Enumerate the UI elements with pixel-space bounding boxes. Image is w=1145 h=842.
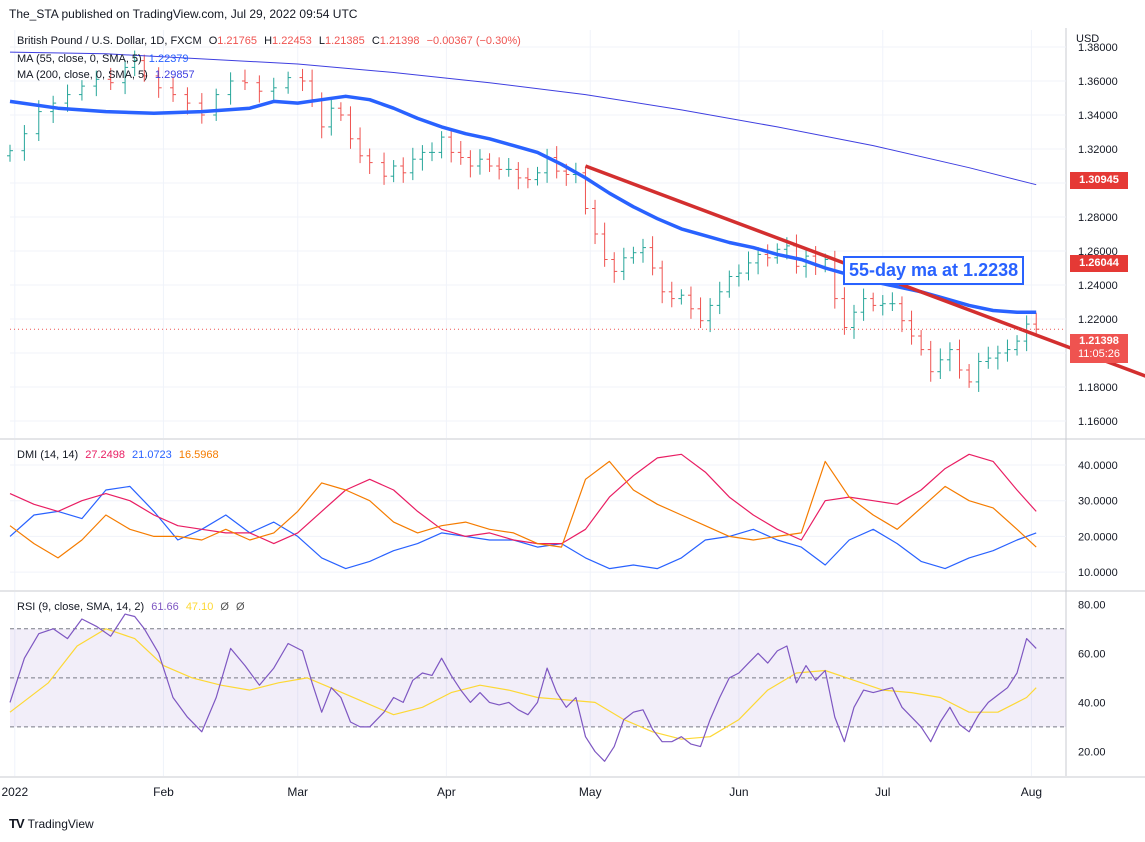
last-price-value: 1.21398 bbox=[1079, 335, 1119, 347]
time-axis-label: Jul bbox=[875, 785, 890, 799]
rsi-legend[interactable]: RSI (9, close, SMA, 14, 2) 61.66 47.10 Ø… bbox=[17, 601, 245, 613]
publisher-header: The_STA published on TradingView.com, Ju… bbox=[9, 7, 358, 21]
ma55-legend[interactable]: MA (55, close, 0, SMA, 5) 1.22379 bbox=[17, 53, 189, 65]
dmi-plus-value: 21.0723 bbox=[132, 449, 172, 461]
time-axis-label: 2022 bbox=[1, 785, 28, 799]
ma55-price-tag: 1.26044 bbox=[1070, 255, 1128, 272]
rsi-tick-label: 20.00 bbox=[1078, 746, 1106, 758]
close-value: 1.21398 bbox=[379, 35, 420, 47]
dmi-tick-label: 20.0000 bbox=[1078, 531, 1118, 543]
ma55-annotation[interactable]: 55-day ma at 1.2238 bbox=[843, 256, 1025, 285]
high-value: 1.22453 bbox=[272, 35, 312, 47]
dmi-tick-label: 30.0000 bbox=[1078, 496, 1118, 508]
high-label: H bbox=[264, 35, 273, 47]
dmi-minus-value: 27.2498 bbox=[85, 449, 125, 461]
rsi-tick-label: 60.00 bbox=[1078, 648, 1106, 660]
low-label: L bbox=[318, 35, 325, 47]
ma200-price-tag: 1.30945 bbox=[1070, 172, 1128, 189]
adx-value: 16.5968 bbox=[178, 449, 219, 461]
gridlines bbox=[0, 28, 1145, 778]
rsi-pane bbox=[9, 613, 1066, 762]
currency-label: USD bbox=[1076, 33, 1099, 45]
rsi-value: 61.66 bbox=[151, 601, 179, 613]
rsi-label: RSI (9, close, SMA, 14, 2) bbox=[17, 601, 145, 613]
ma200-value: 1.29857 bbox=[154, 69, 195, 81]
price-tick-label: 1.32000 bbox=[1078, 144, 1118, 156]
chart-svg[interactable]: 2022 Feb Mar Apr May Jun Jul Aug 1.38000 1.36000 1… bbox=[0, 28, 1145, 806]
price-tick-label: 1.24000 bbox=[1078, 280, 1118, 292]
close-label: C bbox=[371, 35, 380, 47]
tradingview-logo-icon[interactable]: TV bbox=[9, 816, 25, 831]
price-tick-label: 1.36000 bbox=[1078, 76, 1118, 88]
footer-brand[interactable]: TradingView bbox=[27, 816, 94, 831]
symbol-name[interactable]: British Pound / U.S. Dollar, 1D, FXCM bbox=[17, 35, 202, 47]
price-tick-label: 1.34000 bbox=[1078, 110, 1118, 122]
rsi-extra-1: Ø bbox=[220, 601, 229, 613]
adx-line bbox=[9, 460, 1037, 559]
time-axis-label: Mar bbox=[287, 785, 308, 799]
dmi-pane bbox=[9, 453, 1037, 570]
ma55-value: 1.22379 bbox=[148, 53, 189, 65]
price-tick-label: 1.18000 bbox=[1078, 382, 1118, 394]
change-value: −0.00367 (−0.30%) bbox=[426, 35, 521, 47]
open-value: 1.21765 bbox=[217, 35, 258, 47]
price-pane bbox=[7, 50, 1145, 392]
ma200-legend[interactable]: MA (200, close, 0, SMA, 5) 1.29857 bbox=[17, 69, 195, 81]
ma200-line bbox=[9, 51, 1037, 186]
time-axis-label: Apr bbox=[437, 785, 456, 799]
rsi-extra-2: Ø bbox=[236, 601, 245, 613]
rsi-tick-label: 40.00 bbox=[1078, 697, 1106, 709]
time-axis-label: Jun bbox=[729, 785, 748, 799]
time-axis-label: May bbox=[579, 785, 602, 799]
di-minus-line bbox=[9, 453, 1037, 545]
price-tick-label: 1.28000 bbox=[1078, 212, 1118, 224]
dmi-tick-label: 10.0000 bbox=[1078, 567, 1118, 579]
rsi-line bbox=[9, 613, 1037, 762]
dmi-label: DMI (14, 14) bbox=[17, 449, 79, 461]
low-value: 1.21385 bbox=[324, 35, 365, 47]
dmi-tick-label: 40.0000 bbox=[1078, 460, 1118, 472]
rsi-tick-label: 80.00 bbox=[1078, 599, 1106, 611]
price-tick-label: 1.38000 bbox=[1078, 42, 1118, 54]
ma55-line bbox=[9, 94, 1037, 314]
bar-countdown: 11:05:26 bbox=[1077, 348, 1120, 360]
open-label: O bbox=[208, 35, 218, 47]
footer: TV TradingView bbox=[9, 816, 94, 831]
ma55-label: MA (55, close, 0, SMA, 5) bbox=[17, 53, 142, 65]
price-tick-label: 1.22000 bbox=[1078, 314, 1118, 326]
main-legend: British Pound / U.S. Dollar, 1D, FXCM O1… bbox=[17, 35, 521, 47]
time-axis-label: Aug bbox=[1021, 785, 1042, 799]
price-tick-label: 1.16000 bbox=[1078, 416, 1118, 428]
rsi-ma-value: 47.10 bbox=[185, 601, 214, 613]
dmi-legend[interactable]: DMI (14, 14) 27.2498 21.0723 16.5968 bbox=[17, 449, 219, 461]
time-axis-label: Feb bbox=[153, 785, 174, 799]
ma200-label: MA (200, close, 0, SMA, 5) bbox=[17, 69, 148, 81]
last-price-tag: 1.21398 11:05:26 bbox=[1070, 334, 1128, 363]
di-plus-line bbox=[9, 485, 1037, 570]
